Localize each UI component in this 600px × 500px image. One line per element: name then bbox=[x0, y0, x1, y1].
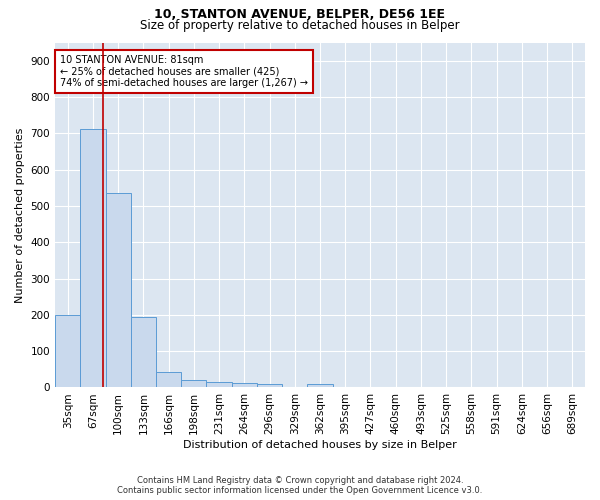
Bar bbox=[206, 382, 232, 388]
Bar bbox=[131, 318, 156, 388]
Bar bbox=[181, 380, 206, 388]
Text: 10 STANTON AVENUE: 81sqm
← 25% of detached houses are smaller (425)
74% of semi-: 10 STANTON AVENUE: 81sqm ← 25% of detach… bbox=[61, 54, 308, 88]
X-axis label: Distribution of detached houses by size in Belper: Distribution of detached houses by size … bbox=[183, 440, 457, 450]
Bar bbox=[307, 384, 332, 388]
Text: Contains HM Land Registry data © Crown copyright and database right 2024.
Contai: Contains HM Land Registry data © Crown c… bbox=[118, 476, 482, 495]
Text: Size of property relative to detached houses in Belper: Size of property relative to detached ho… bbox=[140, 19, 460, 32]
Bar bbox=[257, 384, 282, 388]
Bar bbox=[156, 372, 181, 388]
Bar bbox=[80, 128, 106, 388]
Bar bbox=[232, 382, 257, 388]
Bar bbox=[55, 315, 80, 388]
Text: 10, STANTON AVENUE, BELPER, DE56 1EE: 10, STANTON AVENUE, BELPER, DE56 1EE bbox=[155, 8, 445, 20]
Bar bbox=[106, 193, 131, 388]
Y-axis label: Number of detached properties: Number of detached properties bbox=[15, 128, 25, 302]
